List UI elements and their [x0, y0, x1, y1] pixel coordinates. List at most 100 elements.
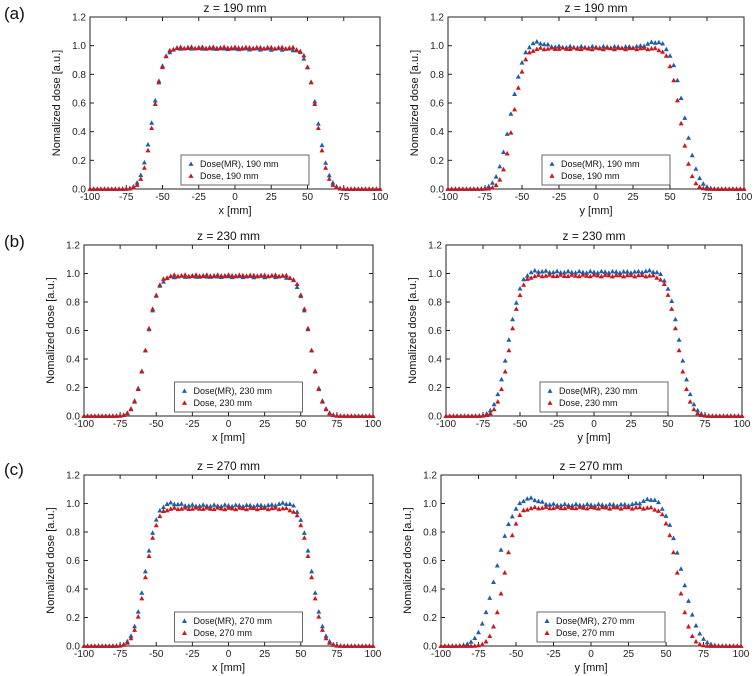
data-point [204, 505, 210, 510]
data-point [443, 413, 449, 418]
data-point [98, 186, 104, 191]
data-point [461, 643, 466, 648]
data-point [276, 273, 282, 279]
data-point [587, 268, 593, 274]
data-point [513, 521, 519, 526]
data-point [686, 623, 691, 629]
chart-title: z = 270 mm [559, 459, 622, 473]
data-point [476, 413, 482, 418]
x-tick-label: 25 [627, 192, 639, 203]
data-point [596, 501, 601, 507]
x-tick-label: 0 [588, 649, 594, 660]
data-point [135, 614, 141, 619]
legend-label: Dose(MR), 190 mm [561, 159, 640, 169]
data-point [152, 101, 158, 106]
data-point [532, 273, 538, 279]
data-point [486, 183, 492, 189]
data-point [515, 74, 521, 79]
data-point [562, 501, 568, 506]
data-point [370, 186, 376, 191]
data-point [639, 272, 645, 277]
data-point [534, 39, 540, 44]
data-point [320, 623, 325, 629]
data-point [721, 413, 726, 418]
data-point [168, 273, 174, 279]
data-point [506, 337, 512, 342]
data-point [656, 499, 661, 505]
data-point [134, 182, 140, 187]
data-point [135, 386, 141, 392]
data-point [218, 45, 223, 51]
legend-label: Dose, 230 mm [194, 398, 253, 408]
data-point [563, 46, 569, 51]
data-point [261, 46, 267, 51]
data-point [491, 623, 496, 629]
data-point [547, 269, 553, 275]
data-point [366, 413, 372, 418]
data-point [737, 186, 743, 191]
data-point [182, 272, 188, 277]
data-point [81, 643, 87, 648]
data-point [345, 643, 351, 648]
data-point [273, 272, 278, 277]
data-point [635, 272, 641, 278]
data-point [327, 410, 333, 416]
data-point [305, 325, 311, 331]
data-point [607, 501, 613, 507]
x-tick-label: -50 [513, 419, 528, 430]
data-point [599, 504, 605, 510]
data-point [593, 45, 599, 50]
data-point [170, 47, 176, 52]
y-tick-label: 0.0 [66, 642, 80, 653]
chart-a-right: -100 -75 -50 -25 0 25 50 75 100 0.0 0.2 0.4 0.6 0.8 1.… [409, 1, 753, 217]
data-point [700, 185, 706, 191]
data-point [359, 186, 365, 191]
data-point [647, 267, 652, 273]
data-point [174, 45, 180, 51]
data-point [323, 635, 329, 641]
x-tick-label: 75 [338, 192, 350, 203]
data-point [661, 281, 667, 286]
data-point [498, 591, 504, 596]
data-point [547, 505, 553, 511]
data-point [210, 44, 216, 49]
data-point [580, 272, 586, 277]
data-point [471, 186, 477, 191]
data-point [619, 45, 625, 51]
chart-a-left: -100 -75 -50 -25 0 25 50 75 100 0.0 0.2 0.4 0.6 0.8 1.… [51, 1, 389, 217]
data-point [502, 358, 508, 363]
data-point [532, 497, 538, 503]
data-point [667, 53, 673, 58]
data-point [348, 643, 354, 648]
data-point [480, 413, 486, 418]
data-point [161, 504, 166, 510]
y-tick-label: 0.6 [66, 556, 80, 567]
data-point [460, 186, 466, 191]
data-point [226, 272, 231, 277]
legend-marker [547, 400, 553, 405]
x-tick-label: 25 [623, 649, 635, 660]
data-point [467, 186, 473, 191]
data-point [599, 502, 605, 507]
x-tick-label: 50 [295, 649, 307, 660]
data-point [164, 507, 170, 513]
data-point [330, 182, 336, 187]
data-point [528, 275, 534, 280]
data-point [578, 46, 584, 52]
x-tick-label: 75 [331, 419, 343, 430]
data-point [561, 269, 567, 275]
data-point [373, 186, 379, 191]
data-point [521, 507, 526, 513]
data-point [569, 269, 575, 275]
x-tick-label: 25 [625, 419, 637, 430]
data-point [510, 316, 516, 322]
x-tick-label: -25 [552, 192, 567, 203]
data-point [298, 292, 304, 297]
data-point [124, 410, 130, 416]
data-point [146, 548, 152, 553]
data-point [623, 44, 629, 49]
data-point [139, 590, 145, 595]
data-point [226, 505, 231, 510]
data-point [504, 150, 510, 156]
data-point [719, 643, 725, 648]
